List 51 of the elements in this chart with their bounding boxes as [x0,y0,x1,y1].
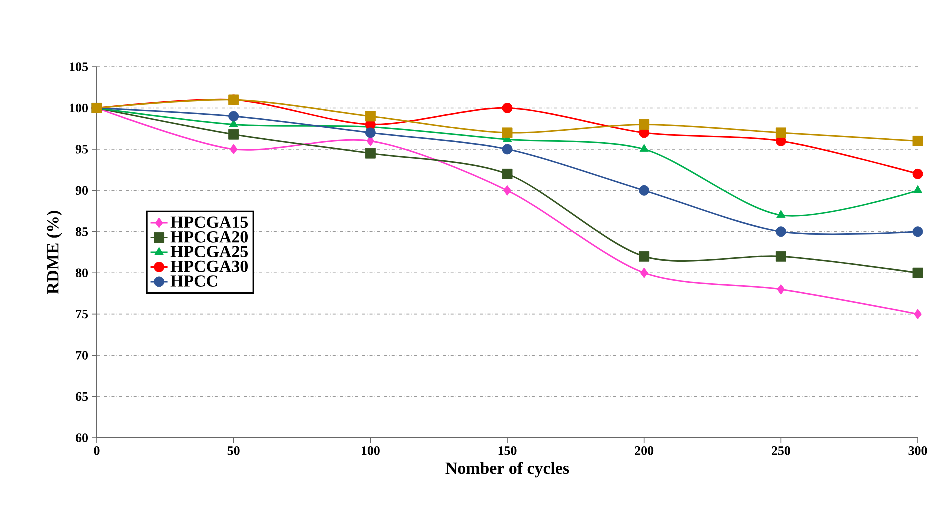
x-tick-label: 300 [908,446,928,456]
x-tick-label: 0 [94,446,100,456]
legend-label: HPCC [170,276,218,287]
point [502,128,513,138]
point [776,128,786,138]
y-tick-label: 65 [76,392,88,402]
point [639,251,650,262]
point [912,268,924,278]
point [914,309,922,320]
y-tick-label: 105 [70,62,88,72]
y-tick-label: 75 [76,310,88,319]
point [502,102,513,114]
y-tick-label: 85 [76,228,88,236]
point [365,148,376,159]
point [776,251,786,262]
point [230,144,238,155]
point [502,168,513,180]
point [912,136,924,146]
point [640,144,649,152]
x-tick-label: 150 [498,446,517,456]
point [776,226,786,238]
point [365,111,376,122]
point [913,185,923,194]
x-tick-label: 50 [228,446,240,456]
y-tick-label: 95 [76,145,88,154]
y-tick-label: 90 [76,186,88,196]
y-tick-label: 70 [76,351,88,360]
point [228,111,240,122]
x-axis-title: Nomber of cycles [446,462,570,478]
point [640,268,648,278]
point [912,168,924,180]
x-tick-label: 200 [635,446,654,456]
point [776,210,786,218]
point [639,185,650,196]
y-tick-label: 60 [76,434,88,442]
legend-label: HPCGA30 [170,260,248,272]
point [639,119,650,130]
legend-label: HPCGA20 [170,231,248,243]
point [502,144,513,155]
legend-label: HPCGA25 [170,246,248,258]
point [504,185,512,196]
y-axis-title: RDME (%) [46,211,62,294]
point [777,284,786,295]
y-tick-label: 100 [70,104,88,113]
point [228,129,240,140]
point [912,226,924,238]
y-tick-label: 80 [76,268,88,278]
x-tick-label: 100 [362,446,380,456]
point [365,128,376,138]
x-tick-label: 250 [772,446,790,456]
legend-label: HPCGA15 [170,216,248,228]
